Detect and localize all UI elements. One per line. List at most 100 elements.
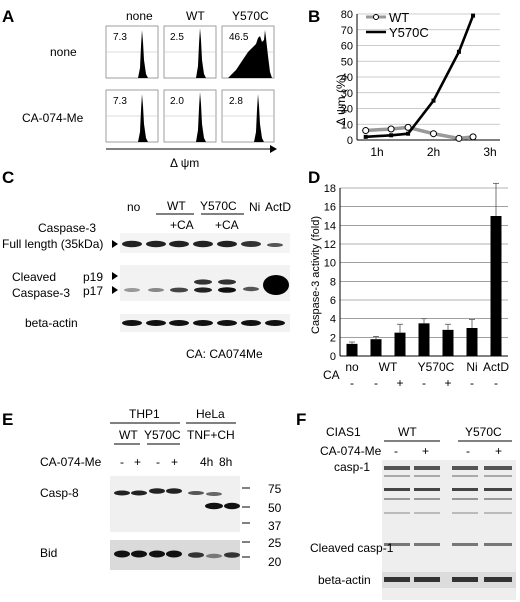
panel-e-marker-50: 50 — [268, 501, 282, 515]
panel-b-ytick-label: 10 — [341, 119, 353, 131]
panel-e-marker-25: 25 — [268, 536, 282, 550]
panel-e-time-8h: 8h — [219, 455, 232, 469]
panel-d-ca-sign: - — [350, 376, 354, 390]
panel-d-ytick-label: 0 — [330, 351, 336, 363]
panel-b-ytick-label: 60 — [341, 41, 353, 53]
panel-b-legend-label: WT — [389, 10, 409, 25]
panel-a-hist-none-y570c — [221, 25, 275, 79]
panel-e-sign-2: - — [156, 455, 160, 469]
panel-b-ytick-label: 30 — [341, 88, 353, 100]
panel-f-sign-2: - — [466, 444, 470, 458]
panel-f-group-wt: WT — [398, 425, 417, 439]
panel-f-treat-label: CA-074-Me — [320, 444, 382, 458]
panel-d-ytick-label: 2 — [330, 332, 336, 344]
panel-e-row-casp8: Casp-8 — [40, 486, 79, 500]
panel-b-ytick-label: 40 — [341, 72, 353, 84]
panel-a-col-none: none — [126, 9, 153, 23]
panel-d-category-label: ActD — [483, 360, 509, 374]
panel-b-legend-marker — [373, 14, 379, 20]
panel-c-arrow-full — [112, 240, 118, 248]
panel-c-blot-beta-actin — [120, 314, 290, 332]
panel-e-sub-y570c: Y570C — [144, 428, 181, 442]
panel-d-ylabel: Caspase-3 activity (fold) — [310, 216, 322, 334]
panel-a-letter: A — [2, 7, 14, 26]
panel-c-blot-full-length — [120, 233, 290, 253]
panel-d-category-label: WT — [379, 360, 398, 374]
panel-a-hist-ca-wt — [163, 89, 217, 143]
panel-c-lane-y570c: Y570C — [200, 199, 237, 213]
panel-a-val-0-2: 46.5 — [229, 32, 249, 43]
panel-a-col-wt: WT — [186, 9, 205, 23]
panel-d-bar — [490, 216, 502, 356]
panel-b-point — [469, 133, 477, 141]
panel-f-header: CIAS1 — [326, 425, 361, 439]
panel-b-point — [456, 49, 461, 54]
panel-d-bar — [466, 328, 478, 356]
panel-d-category-label: Y570C — [418, 360, 455, 374]
panel-f-sign-1: + — [422, 444, 429, 458]
panel-c-label-caspase3b: Caspase-3 — [12, 286, 70, 300]
panel-c-arrow-p19 — [112, 272, 118, 280]
panel-c-treat-1: +CA — [170, 218, 194, 232]
panel-d-ytick-label: 8 — [330, 276, 336, 288]
panel-e-group-hela: HeLa — [196, 407, 225, 421]
panel-e-marker-37: 37 — [268, 519, 282, 533]
panel-a-val-0-1: 2.5 — [170, 32, 184, 43]
panel-b-ylabel: Δ ψm (%) — [334, 74, 348, 125]
panel-d-category-label: Ni — [466, 360, 477, 374]
panel-e-treat-label: CA-074-Me — [40, 455, 102, 469]
panel-e-blot-casp8 — [110, 476, 240, 532]
panel-d-bar — [346, 343, 358, 356]
panel-b-point — [406, 131, 411, 136]
panel-e-marker-20: 20 — [268, 555, 282, 569]
panel-c-arrow-p17 — [112, 286, 118, 294]
panel-f-row-beta-actin: beta-actin — [318, 573, 371, 587]
panel-e-time-4h: 4h — [200, 455, 213, 469]
panel-c-lane-no: no — [127, 200, 141, 214]
panel-c-label-p19: p19 — [83, 270, 103, 284]
panel-b-point — [389, 133, 394, 138]
panel-e-row-bid: Bid — [40, 546, 57, 560]
panel-b-point — [455, 134, 463, 142]
panel-e-sign-1: + — [134, 455, 141, 469]
panel-a-row-ca074me: CA-074-Me — [22, 111, 84, 125]
panel-e-letter: E — [2, 410, 13, 429]
panel-b-point — [362, 127, 370, 135]
panel-d-bar — [418, 323, 430, 356]
panel-b-xtick-label: 2h — [427, 145, 440, 159]
panel-f-sign-0: - — [394, 444, 398, 458]
panel-b-ytick-label: 80 — [341, 9, 353, 21]
panel-b-ytick-label: 0 — [347, 135, 353, 147]
panel-b-axes: 0 10 20 30 40 50 60 70 80 1h 2h 3h — [341, 9, 500, 159]
panel-d-ca-sign: + — [396, 376, 403, 390]
panel-c-treat-2: +CA — [215, 218, 239, 232]
panel-b-ytick-label: 50 — [341, 56, 353, 68]
panel-a-col-y570c: Y570C — [232, 9, 269, 23]
panel-f-letter: F — [296, 410, 306, 429]
panel-d-bar — [394, 332, 406, 356]
panel-d-ytick-label: 6 — [330, 295, 336, 307]
panel-d-ytick-label: 18 — [324, 183, 336, 195]
panel-c-label-p17: p17 — [83, 284, 103, 298]
panel-d-ca-sign: - — [494, 376, 498, 390]
panel-d-letter: D — [308, 168, 320, 187]
panel-e-sub-wt: WT — [119, 428, 138, 442]
panel-b-point — [430, 130, 437, 138]
panel-a-xlabel: Δ ψm — [170, 156, 199, 170]
panel-a-hist-ca-y570c — [221, 89, 275, 143]
panel-e-marker-ticks — [242, 487, 250, 558]
panel-c-label-full-length: Full length (35kDa) — [2, 237, 103, 251]
panel-c-lane-actd: ActD — [265, 200, 291, 214]
panel-d-bar — [442, 329, 454, 356]
panel-d-ytick-label: 12 — [324, 239, 336, 251]
panel-a-row-none: none — [50, 45, 77, 59]
panel-b-point — [431, 98, 436, 103]
panel-a-hist-none-none — [105, 25, 159, 79]
panel-e-sign-3: + — [171, 455, 178, 469]
panel-a-axis-arrow — [106, 145, 277, 153]
panel-c-label-caspase3: Caspase-3 — [38, 221, 96, 235]
